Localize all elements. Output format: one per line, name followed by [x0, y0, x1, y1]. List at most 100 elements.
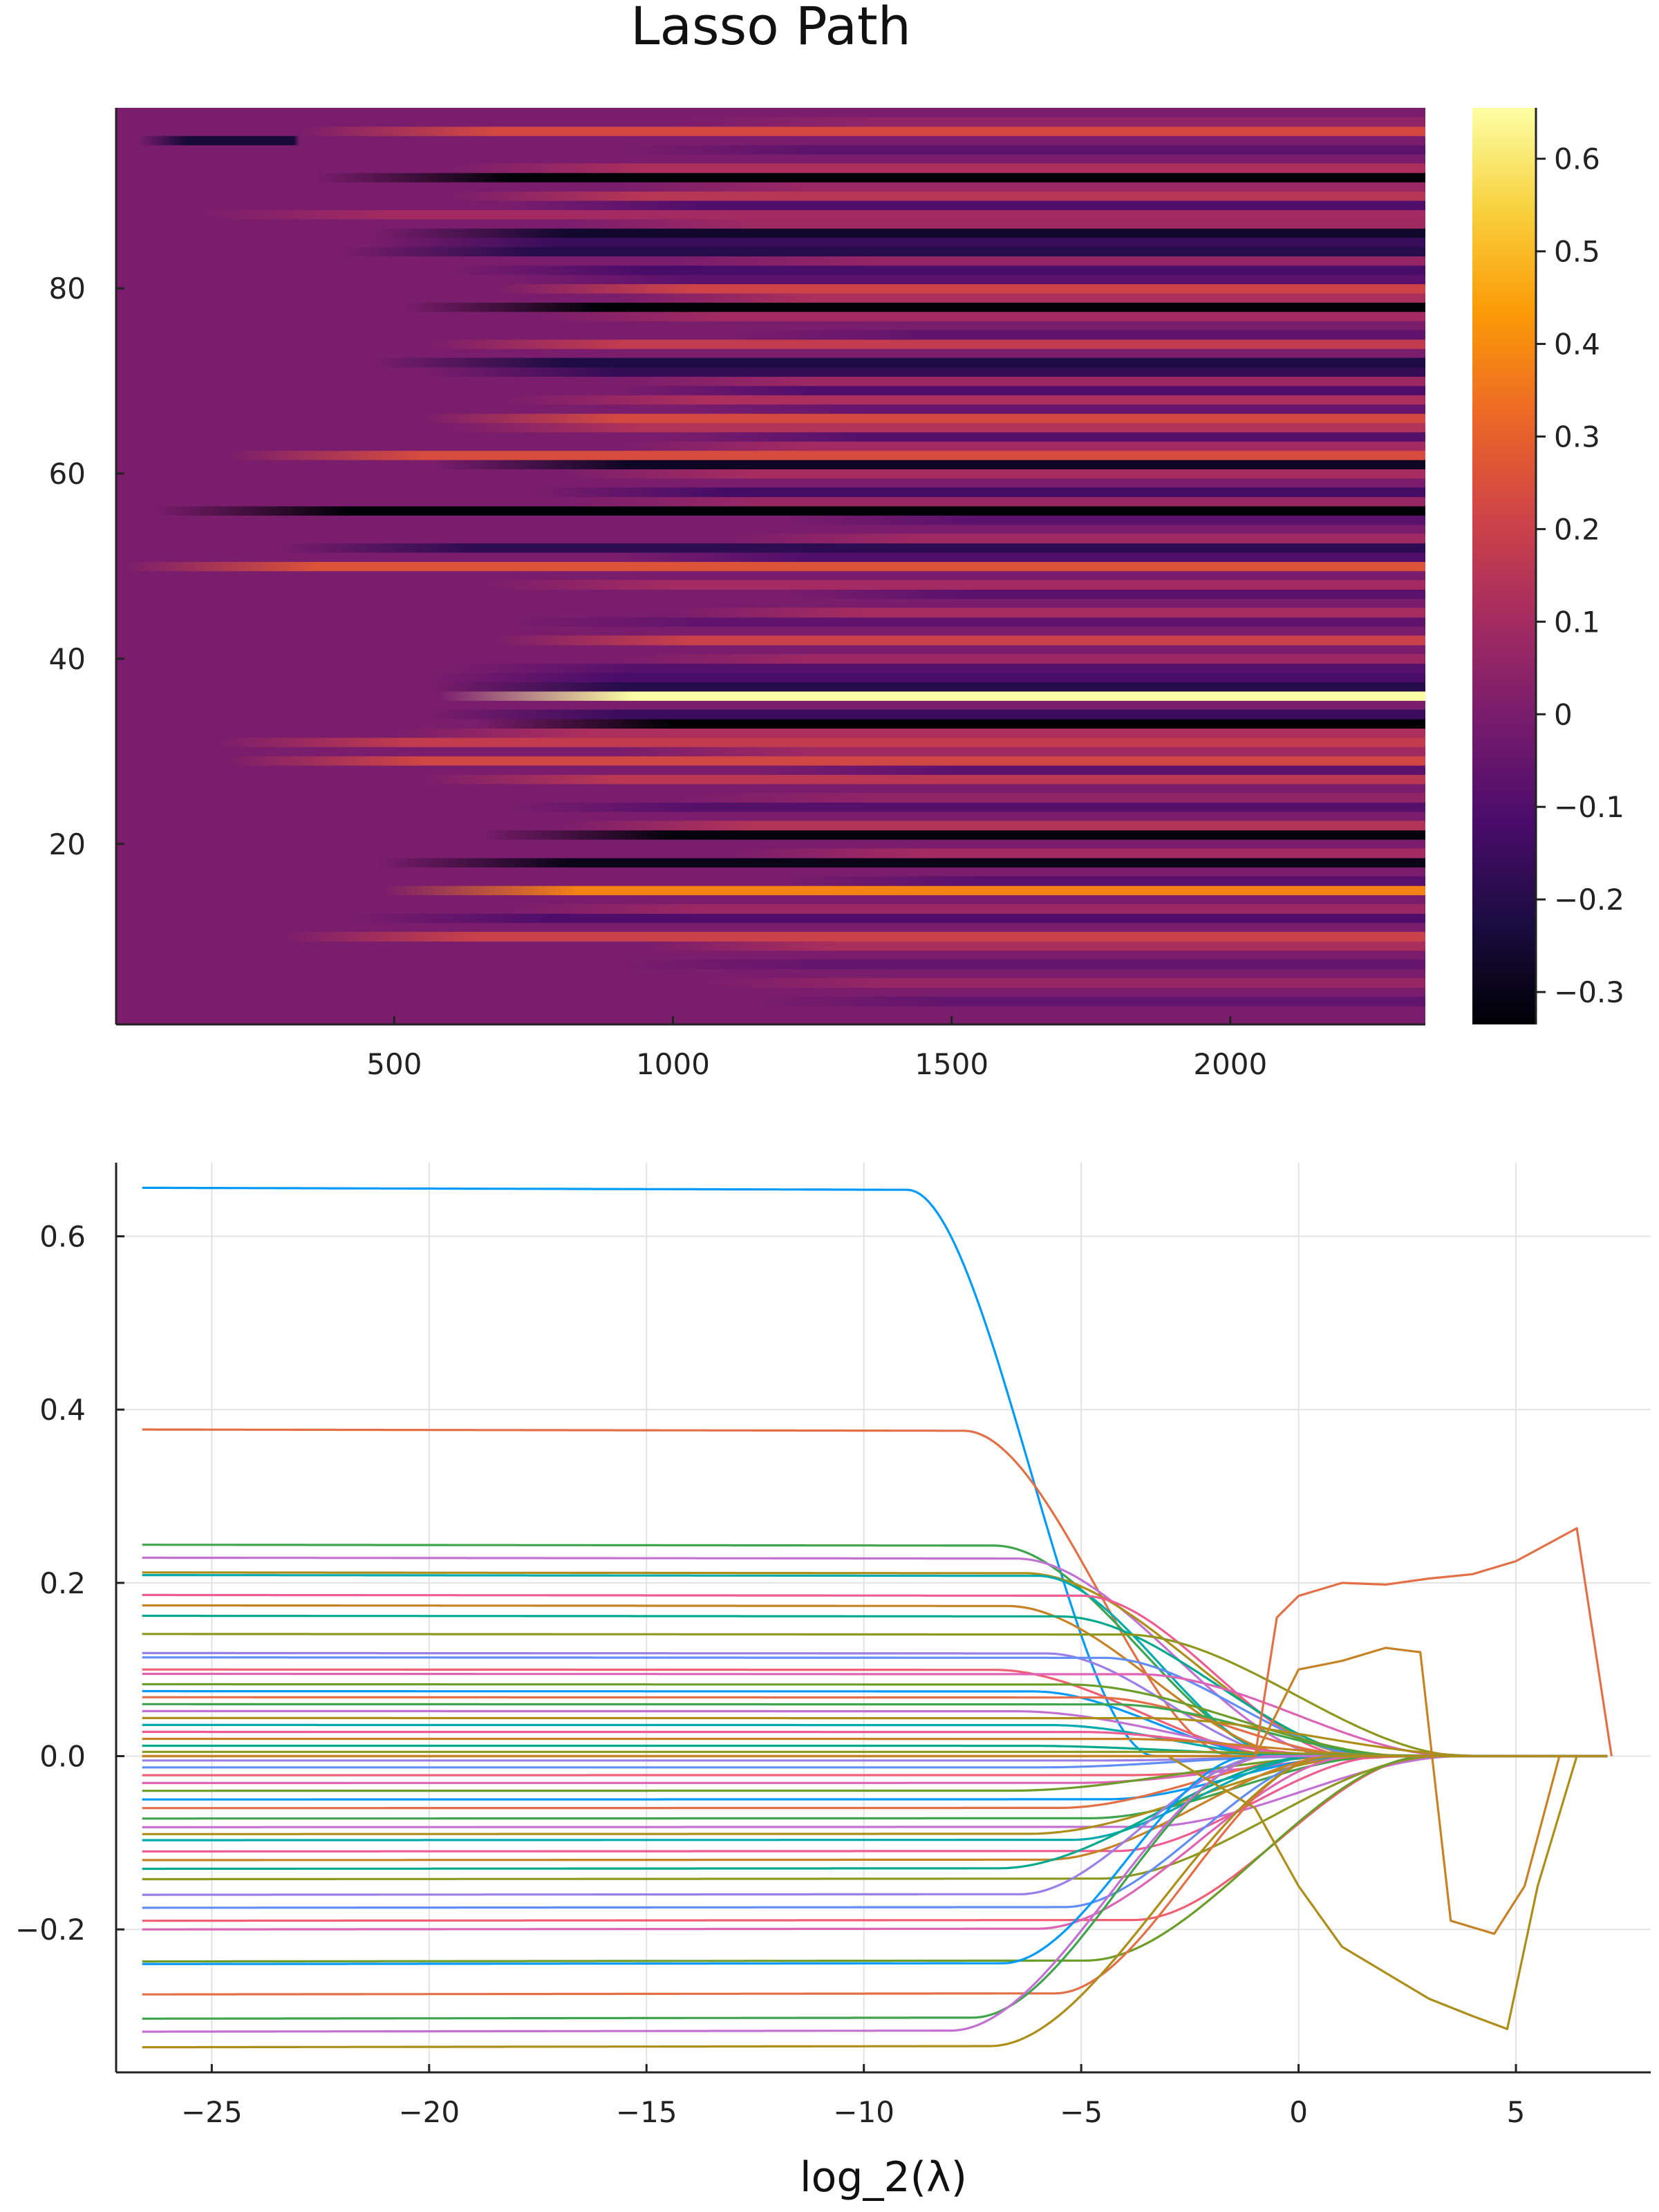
coef-path-y17 [142, 1696, 1608, 1758]
coef-path-y44 [142, 1754, 1608, 1931]
line-plot-y-tick-label: 0.4 [39, 1393, 86, 1427]
line-plot-axes [115, 1163, 1651, 2074]
heatmap-row-57 [116, 496, 1425, 507]
colorbar-tick-label: 0.1 [1554, 605, 1600, 639]
colorbar-tick-label: 0.5 [1554, 235, 1600, 269]
heatmap-row-25 [116, 793, 1425, 803]
heatmap-row-96 [116, 135, 1425, 146]
heatmap-row-92 [116, 172, 1425, 182]
coef-path-y26 [142, 1754, 1608, 1762]
heatmap-row-75 [116, 330, 1425, 340]
heatmap-row-64 [116, 431, 1425, 442]
heatmap-row-91 [116, 182, 1425, 192]
coef-path-y3 [142, 1544, 1608, 1758]
line-plot-y-ticks: −0.2 0.0 0.2 0.4 0.6 [15, 1220, 124, 1947]
coef-path-y2 [142, 1428, 1608, 1758]
heatmap-x-tick-label: 500 [366, 1047, 422, 1081]
coef-path-y40 [142, 1754, 1608, 1881]
heatmap-row-80 [116, 283, 1425, 294]
heatmap-x-tick-label: 1500 [915, 1047, 988, 1081]
heatmap-row-98 [116, 117, 1425, 127]
heatmap-row-36 [116, 691, 1425, 701]
coef-path-grow [142, 1527, 1613, 1758]
coef-path-y4 [142, 1556, 1608, 1758]
coef-path-y12 [142, 1656, 1608, 1758]
heatmap-axes [115, 108, 1425, 1026]
heatmap-row-82 [116, 265, 1425, 275]
heatmap-row-3 [116, 996, 1425, 1006]
heatmap-row-7 [116, 959, 1425, 970]
heatmap-row-12 [116, 913, 1425, 924]
colorbar-tick-label: −0.2 [1554, 883, 1624, 917]
coef-path-y37 [142, 1754, 1608, 1853]
coef-path-y47 [142, 1754, 1608, 1996]
coef-path-y19 [142, 1709, 1608, 1758]
colorbar-tick-label: 0 [1554, 697, 1573, 731]
heatmap-row-66 [116, 413, 1425, 423]
heatmap-row-45 [116, 608, 1425, 618]
colorbar-tick-label: 0.6 [1554, 142, 1600, 176]
coef-path-y20 [142, 1716, 1608, 1758]
heatmap-row-28 [116, 765, 1425, 775]
coef-path-y11 [142, 1651, 1608, 1758]
line-plot-x-tick-label: −25 [181, 2095, 243, 2129]
heatmap-y-tick-label: 80 [49, 272, 86, 306]
heatmap-row-33 [116, 719, 1425, 729]
coef-path-y32 [142, 1754, 1608, 1810]
heatmap-row-53 [116, 534, 1425, 544]
heatmap-y-tick-label: 40 [49, 642, 86, 676]
coef-path-y14 [142, 1672, 1608, 1758]
coef-path-y23 [142, 1737, 1608, 1758]
coef-path-y33 [142, 1754, 1608, 1820]
heatmap-row-50 [116, 561, 1425, 572]
heatmap-row-60 [116, 469, 1425, 479]
line-plot-x-tick-label: −15 [616, 2095, 677, 2129]
line-plot-series [142, 1186, 1613, 2049]
coef-path-y42 [142, 1754, 1608, 1909]
colorbar-tick-label: −0.3 [1554, 975, 1624, 1009]
x-axis-label: log_2(λ) [800, 2153, 967, 2202]
heatmap-row-18 [116, 857, 1425, 868]
heatmap-row-15 [116, 885, 1425, 896]
coef-path-y43 [142, 1754, 1608, 1922]
heatmap-row-24 [116, 802, 1425, 812]
heatmap-x-tick-label: 2000 [1193, 1047, 1267, 1081]
heatmap-row-70 [116, 376, 1425, 386]
lasso-path-line-panel: −25 −20 −15 −10 −5 0 5 −0.2 0.0 0.2 0.4 0.6 log_2(… [15, 1163, 1651, 2202]
heatmap-row-93 [116, 163, 1425, 174]
heatmap-row-56 [116, 505, 1425, 516]
colorbar-tick-label: 0.4 [1554, 328, 1600, 362]
heatmap-row-87 [116, 218, 1425, 229]
coef-path-y15 [142, 1683, 1608, 1758]
heatmap-row-52 [116, 543, 1425, 553]
heatmap-row-29 [116, 756, 1425, 766]
colorbar: −0.3 −0.2 −0.1 0 0.1 0.2 0.3 0.4 0.5 0.6 [1472, 108, 1624, 1024]
line-plot-y-tick-label: −0.2 [15, 1913, 86, 1947]
heatmap-row-5 [116, 978, 1425, 988]
heatmap-row-13 [116, 903, 1425, 914]
coef-path-y6 [142, 1574, 1608, 1758]
heatmap-y-tick-label: 60 [49, 457, 86, 491]
colorbar-tick-label: 0.2 [1554, 512, 1600, 546]
heatmap-row-19 [116, 848, 1425, 859]
heatmap-row-97 [116, 126, 1425, 136]
heatmap-row-90 [116, 191, 1425, 201]
heatmap-row-10 [116, 932, 1425, 942]
heatmap-row-86 [116, 228, 1425, 238]
heatmap-row-72 [116, 357, 1425, 368]
heatmap-row-79 [116, 292, 1425, 303]
coef-path-mid [142, 1647, 1561, 1936]
heatmap-row-71 [116, 367, 1425, 377]
heatmap-row-32 [116, 728, 1425, 738]
heatmap-row-37 [116, 682, 1425, 692]
coef-path-y18 [142, 1703, 1608, 1758]
heatmap-row-81 [116, 274, 1425, 285]
coef-path-y16 [142, 1689, 1608, 1758]
line-plot-y-tick-label: 0.6 [39, 1220, 86, 1254]
coef-path-y39 [142, 1754, 1608, 1871]
coef-path-y48 [142, 1754, 1608, 2020]
coef-path-y41 [142, 1754, 1608, 1896]
line-plot-y-tick-label: 0.0 [39, 1740, 86, 1774]
coef-path-y27 [142, 1754, 1608, 1769]
